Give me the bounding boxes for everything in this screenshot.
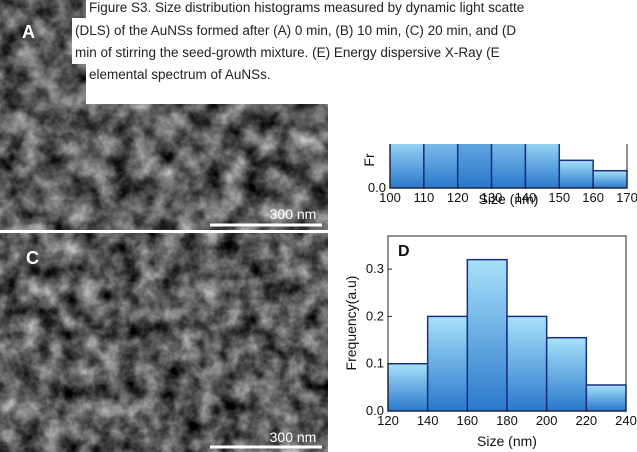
- caption-line: Figure S3. Size distribution histograms …: [89, 0, 524, 15]
- caption-line: min of stirring the seed-growth mixture.…: [75, 45, 500, 60]
- x-tick-label: 120: [447, 190, 469, 205]
- x-tick-label: 180: [496, 413, 518, 428]
- bar: [467, 260, 507, 411]
- bar: [388, 364, 428, 411]
- panel-label: A: [22, 22, 35, 42]
- bar: [559, 160, 593, 188]
- y-tick-label: 0.1: [366, 356, 384, 371]
- x-tick-label: 240: [615, 413, 637, 428]
- panel-label: D: [398, 243, 410, 260]
- figure: A 300 nm C 300 nm F 10011012013014015016…: [0, 0, 637, 452]
- y-tick-label: 0.3: [366, 261, 384, 276]
- x-tick-label: 200: [536, 413, 558, 428]
- y-tick-label: 0.0: [366, 403, 384, 418]
- y-tick-label: 0.2: [366, 308, 384, 323]
- sem-image-c: [0, 233, 328, 452]
- bar: [593, 171, 627, 188]
- x-tick-label: 170: [616, 190, 637, 205]
- bar: [547, 338, 587, 411]
- scale-label: 300 nm: [270, 206, 317, 222]
- panel-label: F: [0, 441, 7, 452]
- bar: [428, 316, 468, 411]
- caption-line: (DLS) of the AuNSs formed after (A) 0 mi…: [75, 23, 516, 38]
- bar: [507, 316, 547, 411]
- x-axis-label: Size (nm): [479, 191, 539, 207]
- scale-label: 300 nm: [270, 429, 317, 445]
- x-axis-label: Size (nm): [477, 433, 537, 449]
- x-tick-label: 150: [548, 190, 570, 205]
- x-tick-label: 140: [417, 413, 439, 428]
- x-tick-label: 160: [582, 190, 604, 205]
- bar: [586, 385, 626, 411]
- x-tick-label: 110: [413, 190, 434, 205]
- x-tick-label: 220: [575, 413, 597, 428]
- y-axis-label: Fr: [361, 153, 377, 167]
- page: A 300 nm C 300 nm F 10011012013014015016…: [0, 0, 637, 452]
- caption-line: elemental spectrum of AuNSs.: [89, 67, 271, 82]
- y-axis-label: Frequency(a.u): [343, 276, 359, 371]
- panel-label: C: [26, 248, 39, 268]
- y-tick-label: 0.0: [368, 180, 386, 195]
- x-tick-label: 160: [456, 413, 478, 428]
